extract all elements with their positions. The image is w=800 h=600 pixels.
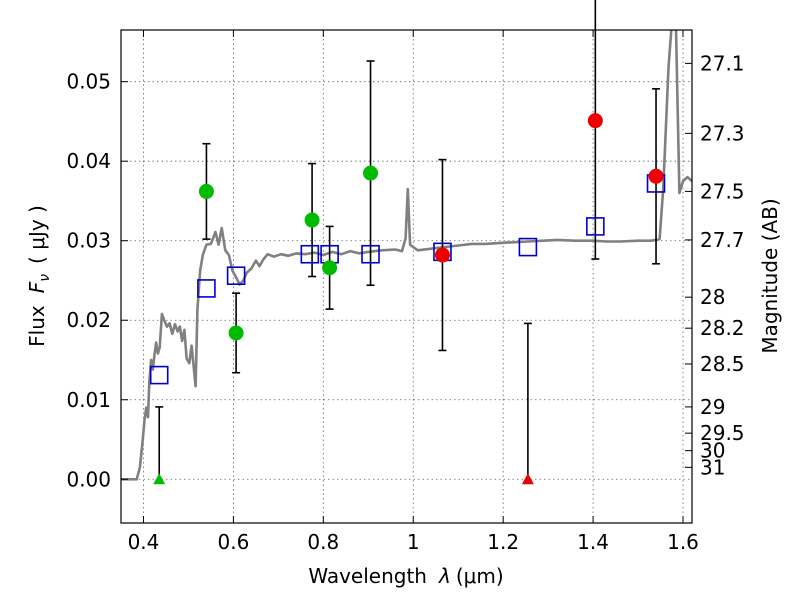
y-tick-label: 0.01 xyxy=(66,388,111,412)
model-flux-square xyxy=(300,244,320,264)
mag-tick-label: 27.1 xyxy=(700,51,745,75)
model-flux-square xyxy=(149,365,169,385)
sed-model-curve xyxy=(121,30,692,481)
mag-tick-label: 28.2 xyxy=(700,316,745,340)
sed-model-curve-layer xyxy=(121,30,692,481)
mag-tick-label: 29 xyxy=(700,395,725,419)
x-tick-label: 1.2 xyxy=(487,530,519,554)
x-tick-label: 1.4 xyxy=(577,530,609,554)
x-tick-label: 0.4 xyxy=(128,530,160,554)
model-flux-square xyxy=(586,217,605,236)
model-flux-square xyxy=(518,237,538,257)
x-tick-label: 1.6 xyxy=(667,530,699,554)
green-data-point xyxy=(363,165,379,181)
x-tick-label: 1 xyxy=(407,530,420,554)
mag-tick-label: 28 xyxy=(700,285,725,309)
mag-tick-label: 27.3 xyxy=(700,121,745,145)
y-tick-label: 0.05 xyxy=(66,70,111,94)
red-data-point xyxy=(434,247,450,263)
mag-tick-label: 27.5 xyxy=(700,179,745,203)
plot-frame xyxy=(120,29,693,524)
axis-ticks-layer: 0.4 0.6 0.8 1 1.2 1.4 1.6 0.00 0.01 0.02 0.03 0.04 0… xyxy=(66,30,745,554)
mag-tick-label: 29.5 xyxy=(700,421,745,445)
y-tick-label: 0.02 xyxy=(66,308,111,332)
y2-axis-label: Magnitude (AB) xyxy=(758,198,782,353)
green-data-point xyxy=(228,325,244,341)
grid-lines xyxy=(121,30,692,523)
green-upper-limit-triangle xyxy=(153,473,166,485)
mag-tick-label: 31 xyxy=(700,455,725,479)
y-tick-label: 0.00 xyxy=(66,467,111,491)
green-data-point xyxy=(304,212,320,228)
x-tick-label: 0.8 xyxy=(307,530,339,554)
model-flux-square xyxy=(197,279,216,298)
green-data-point xyxy=(198,183,214,199)
green-data-point xyxy=(322,260,338,276)
red-upper-limit-triangle xyxy=(521,473,534,485)
y-tick-label: 0.04 xyxy=(66,149,111,173)
y-axis-label: FluxFν( μJy ) xyxy=(25,205,53,347)
model-flux-square xyxy=(226,266,246,286)
x-tick-label: 0.6 xyxy=(217,530,249,554)
red-data-point xyxy=(587,113,603,129)
model-flux-square xyxy=(361,244,380,264)
mag-tick-label: 30 xyxy=(700,439,725,463)
red-data-point xyxy=(648,168,664,184)
mag-tick-label: 28.5 xyxy=(700,352,745,376)
markers-layer xyxy=(149,113,666,485)
y-tick-label: 0.03 xyxy=(66,229,111,253)
mag-tick-label: 27.7 xyxy=(700,228,745,252)
x-axis-label: Wavelength λ (μm) xyxy=(308,564,503,588)
